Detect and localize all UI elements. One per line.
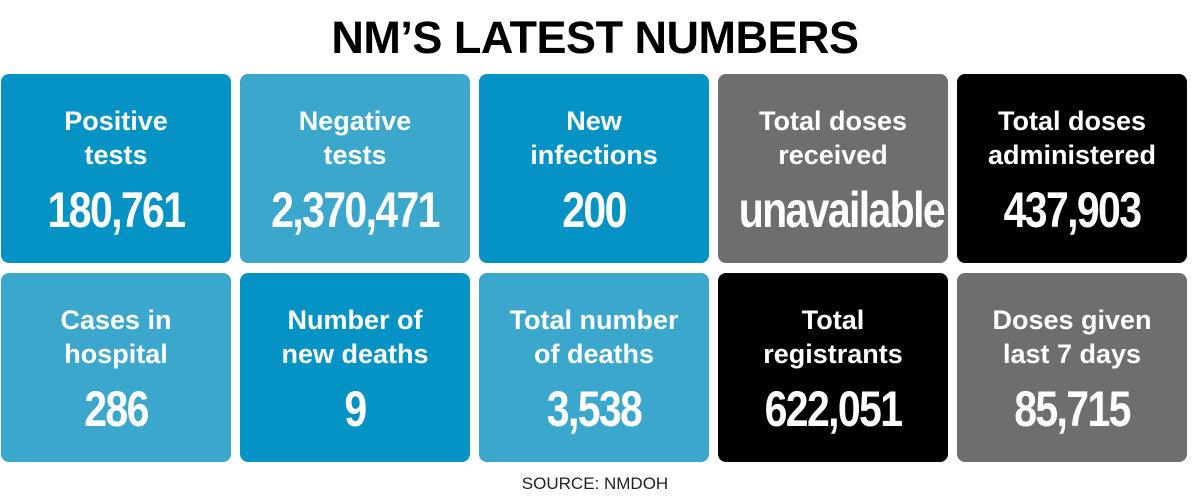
tile-value: 437,903 bbox=[1003, 182, 1142, 238]
tile-value: 9 bbox=[344, 381, 367, 437]
tile-total-doses-received: Total doses received unavailable bbox=[718, 74, 948, 263]
tile-label: Number of new deaths bbox=[281, 305, 429, 369]
tile-doses-last-7-days: Doses given last 7 days 85,715 bbox=[957, 273, 1187, 462]
tile-label: Total number of deaths bbox=[509, 305, 679, 369]
source-credit: SOURCE: NMDOH bbox=[521, 474, 669, 493]
tile-positive-tests: Positive tests 180,761 bbox=[1, 74, 231, 263]
tile-value: 200 bbox=[562, 182, 627, 238]
tile-label: Cases in hospital bbox=[60, 305, 172, 369]
stats-grid: Positive tests 180,761 Negative tests 2,… bbox=[1, 74, 1187, 462]
page-title: NM’S LATEST NUMBERS bbox=[331, 12, 859, 63]
tile-value: 2,370,471 bbox=[271, 182, 440, 238]
tile-label: Positive tests bbox=[64, 106, 168, 170]
tile-new-deaths: Number of new deaths 9 bbox=[240, 273, 470, 462]
tile-label: Total doses received bbox=[758, 106, 908, 170]
tile-total-doses-administered: Total doses administered 437,903 bbox=[957, 74, 1187, 263]
tile-value: 286 bbox=[84, 381, 149, 437]
tile-cases-in-hospital: Cases in hospital 286 bbox=[1, 273, 231, 462]
tile-label: Negative tests bbox=[298, 106, 412, 170]
tile-new-infections: New infections 200 bbox=[479, 74, 709, 263]
tile-value: 180,761 bbox=[47, 182, 186, 238]
tile-value: 3,538 bbox=[546, 381, 643, 437]
tile-value: 85,715 bbox=[1014, 381, 1131, 437]
tile-total-registrants: Total registrants 622,051 bbox=[718, 273, 948, 462]
tile-label: Doses given last 7 days bbox=[992, 305, 1152, 369]
tile-total-deaths: Total number of deaths 3,538 bbox=[479, 273, 709, 462]
tile-value: 622,051 bbox=[764, 381, 903, 437]
tile-label: New infections bbox=[530, 106, 658, 170]
tile-negative-tests: Negative tests 2,370,471 bbox=[240, 74, 470, 263]
tile-label: Total doses administered bbox=[987, 106, 1157, 170]
tile-value: unavailable bbox=[738, 182, 946, 238]
tile-label: Total registrants bbox=[763, 305, 903, 369]
